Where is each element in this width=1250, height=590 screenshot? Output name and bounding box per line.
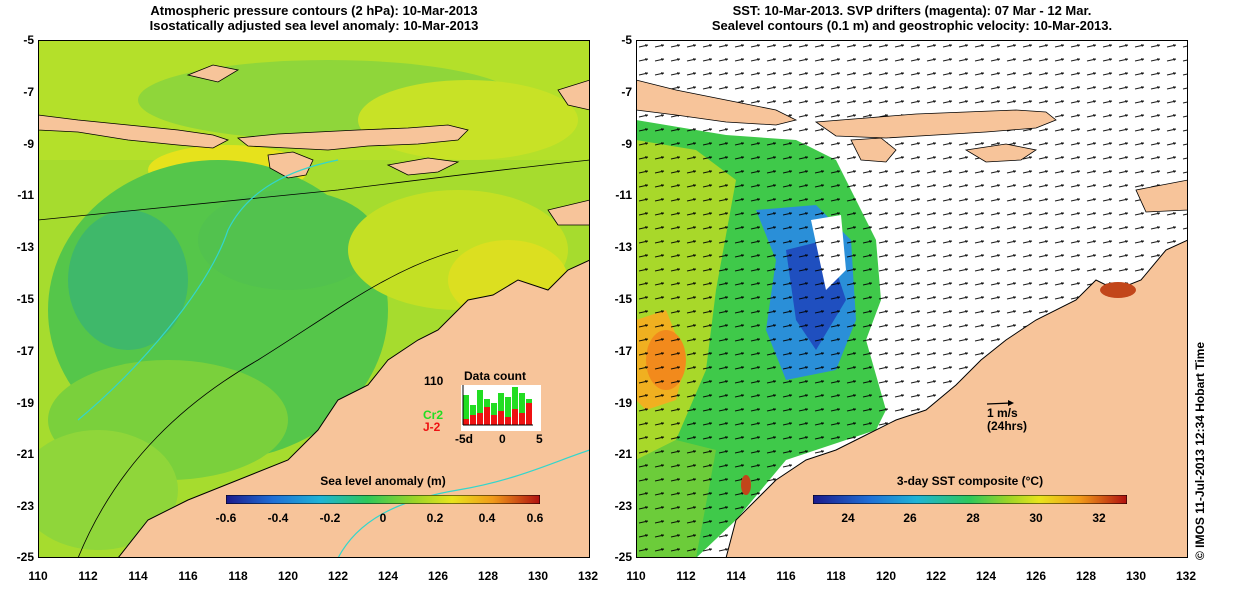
y-tick: -17 (614, 344, 632, 358)
x-tick: 124 (975, 569, 997, 583)
x-tick: 120 (875, 569, 897, 583)
legend-j2: J-2 (423, 420, 441, 434)
sea-level-anomaly-map[interactable] (38, 40, 590, 558)
velocity-scale-arrow (986, 400, 1014, 406)
x-tick: 122 (925, 569, 947, 583)
sst-colorbar-tick: 26 (903, 511, 917, 525)
x-tick: 114 (726, 569, 746, 583)
x-tick: 130 (527, 569, 549, 583)
y-tick: -9 (621, 137, 632, 151)
y-tick: -11 (17, 188, 34, 202)
sla-colorbar-title: Sea level anomaly (m) (320, 474, 446, 488)
sst-colorbar-tick: 32 (1092, 511, 1106, 525)
x-tick: 130 (1125, 569, 1147, 583)
y-tick: -21 (614, 447, 632, 461)
right-title-line1: SST: 10-Mar-2013. SVP drifters (magenta)… (732, 3, 1092, 18)
x-tick: 122 (327, 569, 349, 583)
inset-x-tick: 0 (499, 432, 506, 446)
x-tick: 110 (28, 569, 48, 583)
sla-colorbar-tick: 0.6 (526, 511, 544, 525)
inset-x-tick: -5d (455, 432, 473, 446)
sla-colorbar-tick: -0.2 (319, 511, 341, 525)
y-tick: -11 (615, 188, 632, 202)
sst-colorbar-title: 3-day SST composite (°C) (896, 474, 1044, 488)
y-tick: -19 (614, 396, 632, 410)
velocity-scale-label: 1 m/s (987, 406, 1018, 420)
sla-colorbar-tick: -0.4 (267, 511, 289, 525)
x-tick: 132 (1175, 569, 1197, 583)
sst-colorbar (813, 495, 1127, 504)
x-tick: 126 (1025, 569, 1047, 583)
right-title-line2: Sealevel contours (0.1 m) and geostrophi… (711, 18, 1113, 33)
sst-colorbar-tick: 24 (841, 511, 855, 525)
x-tick: 110 (626, 569, 646, 583)
sst-colorbar-tick: 28 (966, 511, 980, 525)
x-tick: 132 (577, 569, 599, 583)
y-tick: -5 (621, 33, 632, 47)
x-tick: 116 (178, 569, 198, 583)
x-tick: 112 (676, 569, 696, 583)
x-tick: 118 (826, 569, 846, 583)
x-tick: 112 (78, 569, 98, 583)
x-tick: 114 (128, 569, 148, 583)
y-tick: -15 (16, 292, 34, 306)
sst-map-graphic (636, 40, 1188, 558)
y-tick: -7 (23, 85, 34, 99)
right-map-title: SST: 10-Mar-2013. SVP drifters (magenta)… (636, 3, 1188, 33)
y-tick: -7 (621, 85, 632, 99)
x-tick: 128 (477, 569, 499, 583)
data-count-title: Data count (464, 369, 527, 383)
y-tick: -13 (16, 240, 34, 254)
y-tick: -15 (614, 292, 632, 306)
left-map-title: Atmospheric pressure contours (2 hPa): 1… (38, 3, 590, 33)
y-tick: -23 (614, 499, 632, 513)
data-count-max-label: 110 (424, 374, 444, 388)
data-count-bars (463, 387, 532, 425)
y-tick: -21 (16, 447, 34, 461)
y-tick: -25 (614, 550, 632, 564)
data-count-histogram (461, 385, 541, 431)
velocity-scale-sublabel: (24hrs) (987, 419, 1028, 433)
left-title-line1: Atmospheric pressure contours (2 hPa): 1… (150, 3, 478, 18)
y-tick: -19 (16, 396, 34, 410)
sla-colorbar-tick: 0.4 (478, 511, 496, 525)
x-tick: 118 (228, 569, 248, 583)
sst-colorbar-tick: 30 (1029, 511, 1043, 525)
sst-velocity-map[interactable] (636, 40, 1188, 558)
sla-colorbar-tick: 0 (379, 511, 387, 525)
y-tick: -23 (16, 499, 34, 513)
sla-colorbar-tick: 0.2 (426, 511, 444, 525)
x-tick: 120 (277, 569, 299, 583)
sla-colorbar (226, 495, 540, 504)
x-tick: 124 (377, 569, 399, 583)
x-tick: 126 (427, 569, 449, 583)
y-tick: -5 (23, 33, 34, 47)
x-tick: 128 (1075, 569, 1097, 583)
y-tick: -13 (614, 240, 632, 254)
y-tick: -25 (16, 550, 34, 564)
inset-x-tick: 5 (536, 432, 543, 446)
x-tick: 116 (776, 569, 796, 583)
sla-colorbar-tick: -0.6 (215, 511, 237, 525)
y-tick: -9 (23, 137, 34, 151)
imos-credit: © IMOS 11-Jul-2013 12:34 Hobart Time (1193, 341, 1207, 560)
y-tick: -17 (16, 344, 34, 358)
legend-cr2: Cr2 (423, 408, 444, 422)
sla-map-graphic (38, 40, 590, 558)
left-title-line2: Isostatically adjusted sea level anomaly… (149, 18, 479, 33)
